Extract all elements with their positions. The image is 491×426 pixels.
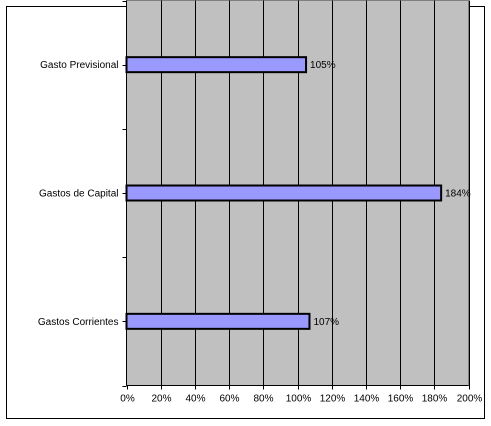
category-labels: Gastos Corrientes Gastos de Capital Gasto … xyxy=(38,60,119,328)
x-tick-label: 60% xyxy=(219,394,239,405)
x-axis xyxy=(126,385,470,390)
x-tick-label: 40% xyxy=(185,394,205,405)
x-tick-label: 180% xyxy=(422,394,448,405)
x-tick-label: 120% xyxy=(320,394,346,405)
category-label: Gastos de Capital xyxy=(39,189,119,200)
x-tick-label: 160% xyxy=(388,394,414,405)
x-tick-label: 200% xyxy=(457,394,483,405)
x-tick-labels: 0% 20% 40% 60% 80% 100% 120% 140% 160% 180% 200% xyxy=(120,394,482,405)
data-label: 184% xyxy=(445,189,471,200)
category-label: Gastos Corrientes xyxy=(38,317,119,328)
data-labels: 107% 184% 105% xyxy=(310,60,471,328)
bar xyxy=(125,56,308,74)
category-label: Gasto Previsional xyxy=(40,60,118,71)
data-label: 107% xyxy=(313,317,339,328)
bar xyxy=(125,184,443,202)
x-tick-label: 20% xyxy=(151,394,171,405)
x-tick-label: 80% xyxy=(253,394,273,405)
x-tick-label: 100% xyxy=(286,394,312,405)
bars xyxy=(125,56,443,330)
bar xyxy=(125,312,311,330)
x-tick-label: 0% xyxy=(120,394,135,405)
data-label: 105% xyxy=(310,60,336,71)
x-tick-label: 140% xyxy=(354,394,380,405)
